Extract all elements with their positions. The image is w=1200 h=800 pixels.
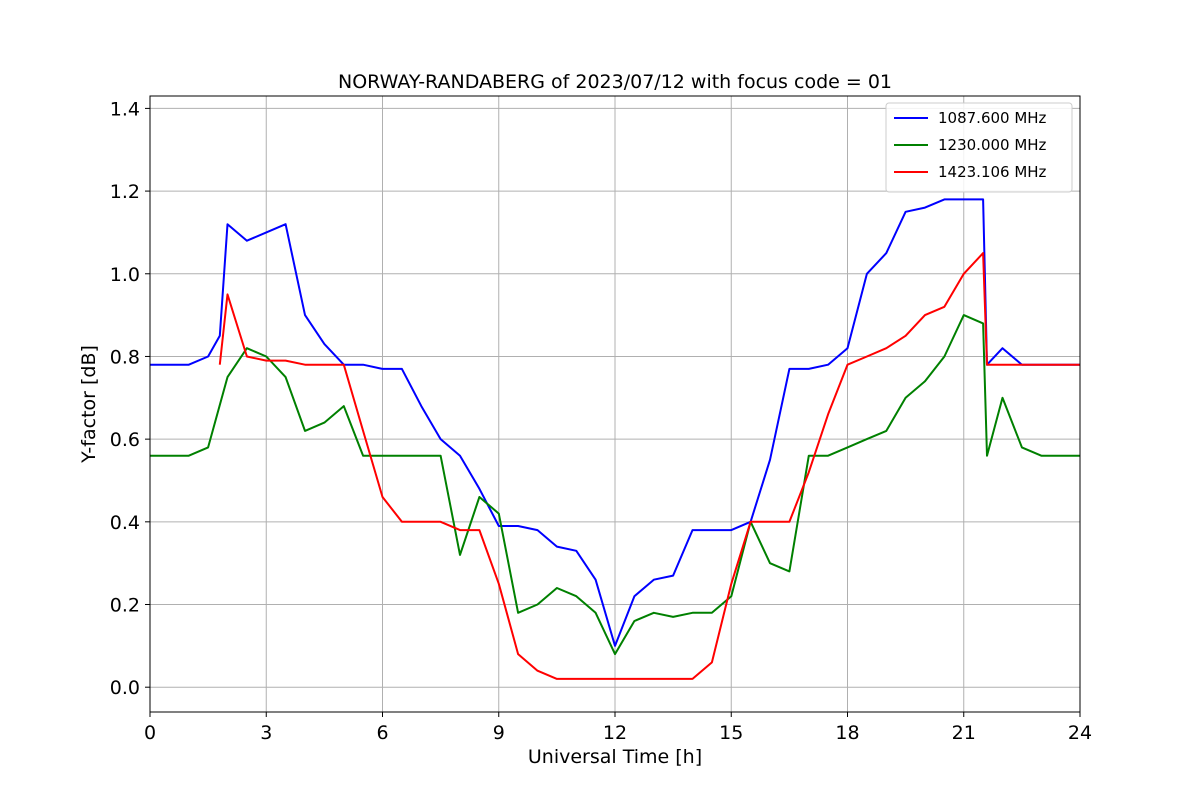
x-tick-label: 15 bbox=[719, 722, 743, 744]
y-tick-label: 1.0 bbox=[110, 264, 140, 286]
y-tick-label: 0.4 bbox=[110, 512, 140, 534]
series-line-0 bbox=[150, 198, 1080, 647]
y-axis: 0.0 0.2 0.4 0.6 0.8 1.0 1.2 1.4 bbox=[110, 98, 150, 699]
y-axis-label: Y-factor [dB] bbox=[78, 345, 100, 464]
series-line-1 bbox=[150, 314, 1080, 656]
legend-box bbox=[885, 102, 1073, 193]
y-tick-label: 0.6 bbox=[110, 429, 140, 451]
y-tick-label: 1.4 bbox=[110, 98, 140, 120]
chart-title: NORWAY-RANDABERG of 2023/07/12 with focu… bbox=[338, 71, 892, 93]
x-tick-label: 21 bbox=[952, 722, 976, 744]
x-axis: 0 3 6 9 12 15 18 21 24 bbox=[144, 712, 1092, 744]
x-tick-label: 9 bbox=[493, 722, 505, 744]
x-tick-label: 24 bbox=[1068, 722, 1092, 744]
legend-label-2: 1423.106 MHz bbox=[938, 163, 1047, 181]
x-tick-label: 12 bbox=[603, 722, 627, 744]
x-axis-label: Universal Time [h] bbox=[528, 746, 702, 768]
series-layer bbox=[150, 198, 1080, 680]
x-tick-label: 0 bbox=[144, 722, 156, 744]
series-line-2 bbox=[218, 252, 1080, 680]
grid bbox=[149, 96, 1081, 712]
y-tick-label: 0.2 bbox=[110, 595, 140, 617]
y-tick-label: 0.8 bbox=[110, 346, 140, 368]
legend-label-1: 1230.000 MHz bbox=[938, 136, 1047, 154]
legend-label-0: 1087.600 MHz bbox=[938, 109, 1047, 127]
x-tick-label: 6 bbox=[376, 722, 388, 744]
x-tick-label: 3 bbox=[260, 722, 272, 744]
legend: 1087.600 MHz 1230.000 MHz 1423.106 MHz bbox=[885, 102, 1073, 193]
y-tick-label: 1.2 bbox=[110, 181, 140, 203]
x-tick-label: 18 bbox=[835, 722, 859, 744]
y-tick-label: 0.0 bbox=[110, 677, 140, 699]
